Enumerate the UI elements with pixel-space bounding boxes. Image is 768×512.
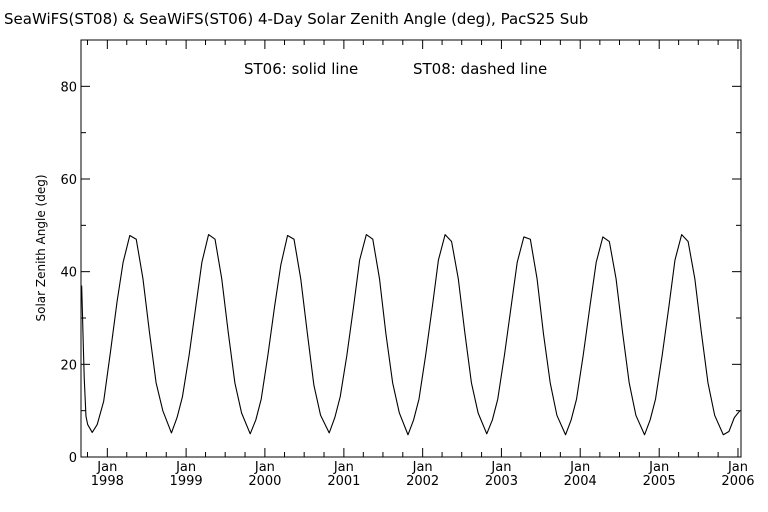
y-tick-label: 80 (60, 80, 77, 95)
y-axis-label: Solar Zenith Angle (deg) (34, 174, 48, 321)
y-tick-label: 60 (60, 173, 77, 188)
series-line-st06 (81, 234, 741, 436)
x-tick-label-year: 1998 (91, 474, 124, 489)
y-tick-label: 20 (60, 358, 77, 373)
x-tick-label-year: 2001 (327, 474, 360, 489)
x-tick-label-month: Jan (412, 460, 433, 475)
x-tick-label-month: Jan (175, 460, 196, 475)
x-tick-label-year: 1999 (170, 474, 203, 489)
y-tick-label: 0 (69, 451, 77, 466)
x-tick-label-month: Jan (648, 460, 669, 475)
legend-st08-note: ST08: dashed line (413, 60, 547, 78)
x-tick-label-month: Jan (333, 460, 354, 475)
x-tick-label-month: Jan (96, 460, 117, 475)
x-tick-label-month: Jan (569, 460, 590, 475)
series-layer (81, 234, 741, 436)
x-tick-label-year: 2006 (721, 474, 754, 489)
x-tick-label-year: 2003 (485, 474, 518, 489)
x-tick-label-year: 2004 (564, 474, 597, 489)
legend-st06-note: ST06: solid line (244, 60, 358, 78)
x-tick-label-month: Jan (727, 460, 748, 475)
plot-area (80, 39, 742, 458)
x-tick-label-year: 2000 (248, 474, 281, 489)
x-tick-label-year: 2005 (643, 474, 676, 489)
x-tick-label-month: Jan (490, 460, 511, 475)
chart-title: SeaWiFS(ST08) & SeaWiFS(ST06) 4-Day Sola… (4, 10, 588, 28)
y-tick-label: 40 (60, 266, 77, 281)
x-tick-label-month: Jan (254, 460, 275, 475)
x-tick-label-year: 2002 (406, 474, 439, 489)
y-axis: 0 20 40 60 80 (60, 39, 741, 466)
x-axis: Jan1998Jan1999Jan2000Jan2001Jan2002Jan20… (86, 40, 755, 489)
